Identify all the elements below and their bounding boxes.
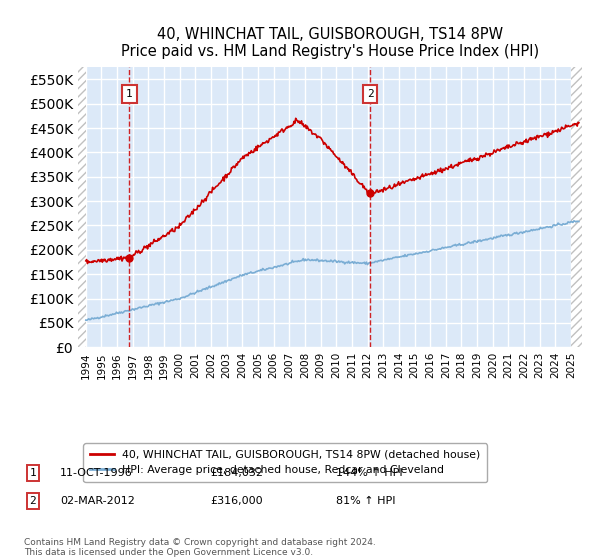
Text: 2: 2 <box>29 496 37 506</box>
Text: £184,032: £184,032 <box>210 468 263 478</box>
Text: Contains HM Land Registry data © Crown copyright and database right 2024.
This d: Contains HM Land Registry data © Crown c… <box>24 538 376 557</box>
Text: 1: 1 <box>29 468 37 478</box>
Text: 144% ↑ HPI: 144% ↑ HPI <box>336 468 403 478</box>
Text: 81% ↑ HPI: 81% ↑ HPI <box>336 496 395 506</box>
Text: 02-MAR-2012: 02-MAR-2012 <box>60 496 135 506</box>
Text: 1: 1 <box>126 89 133 99</box>
Text: 2: 2 <box>367 89 374 99</box>
Title: 40, WHINCHAT TAIL, GUISBOROUGH, TS14 8PW
Price paid vs. HM Land Registry's House: 40, WHINCHAT TAIL, GUISBOROUGH, TS14 8PW… <box>121 27 539 59</box>
Text: £316,000: £316,000 <box>210 496 263 506</box>
Legend: 40, WHINCHAT TAIL, GUISBOROUGH, TS14 8PW (detached house), HPI: Average price, d: 40, WHINCHAT TAIL, GUISBOROUGH, TS14 8PW… <box>83 444 487 482</box>
Text: 11-OCT-1996: 11-OCT-1996 <box>60 468 133 478</box>
Bar <box>78 67 86 347</box>
Bar <box>571 67 582 347</box>
